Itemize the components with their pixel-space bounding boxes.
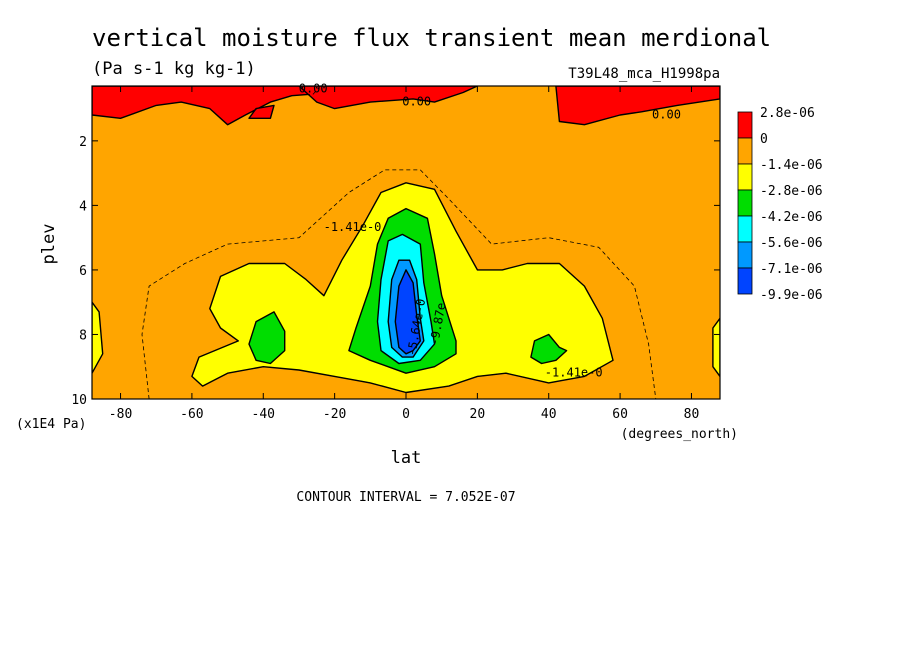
contour-label-0: 0.00 — [299, 82, 328, 96]
colorbar-swatch-6 — [737, 267, 753, 295]
contour-line-11 — [377, 234, 435, 364]
colorbar-label-2: -1.4e-06 — [760, 158, 823, 173]
y-tick-label-3: 8 — [79, 328, 87, 343]
chart-title: vertical moisture flux transient mean me… — [92, 24, 771, 52]
contour-line-1 — [92, 86, 321, 126]
contour-line-8 — [348, 208, 457, 374]
contour-label-2: 0.00 — [652, 107, 681, 121]
colorbar-label-0: 2.8e-06 — [760, 106, 815, 121]
x-tick-label-3: -20 — [323, 407, 346, 422]
colorbar-label-6: -7.1e-06 — [760, 262, 823, 277]
x-tick-label-0: -80 — [109, 407, 132, 422]
colorbar-label-3: -2.8e-06 — [760, 184, 823, 199]
colorbar-label-5: -5.6e-06 — [760, 236, 823, 251]
chart-subtitle: (Pa s-1 kg kg-1) — [92, 59, 256, 79]
y-axis-units: (x1E4 Pa) — [16, 417, 86, 432]
contour-label-3: -1.41e-0 — [324, 220, 382, 234]
colorbar-swatch-4 — [737, 215, 753, 243]
y-tick-label-4: 10 — [71, 393, 87, 408]
x-tick-label-1: -60 — [180, 407, 203, 422]
y-axis: 2 4 6 8 10 — [71, 135, 720, 408]
colorbar-swatch-2 — [737, 163, 753, 191]
contour-label-1: 0.00 — [402, 94, 431, 108]
contour-line-5 — [191, 182, 614, 393]
colorbar-label-7: -9.9e-06 — [760, 288, 823, 303]
y-tick-label-1: 4 — [79, 199, 87, 214]
y-tick-label-2: 6 — [79, 264, 87, 279]
colorbar-swatch-3 — [737, 189, 753, 217]
y-axis-title: plev — [39, 224, 59, 265]
contour-line-13 — [394, 269, 421, 355]
x-tick-label-6: 40 — [541, 407, 557, 422]
x-tick-label-2: -40 — [252, 407, 275, 422]
contour-line-7 — [712, 317, 720, 377]
colorbar-swatch-5 — [737, 241, 753, 269]
contour-line-10 — [530, 334, 568, 364]
colorbar-label-1: 0 — [760, 132, 768, 147]
x-axis: -80 -60 -40 -20 0 20 40 60 80 — [109, 86, 699, 422]
contour-line-6 — [92, 301, 104, 374]
colorbar-label-4: -4.2e-06 — [760, 210, 823, 225]
colorbar-swatch-1 — [737, 137, 753, 165]
x-axis-units: (degrees_north) — [621, 427, 738, 442]
contour-line-3 — [298, 86, 478, 109]
contour-line-4 — [555, 86, 720, 126]
contour-line-12 — [387, 259, 425, 358]
x-axis-title: lat — [391, 448, 422, 468]
contour-line-outer — [141, 169, 657, 399]
contour-fill-layer — [92, 86, 720, 399]
contour-interval-note: CONTOUR INTERVAL = 7.052E-07 — [296, 490, 515, 505]
colorbar-swatch-0 — [737, 111, 753, 139]
contour-line-layer — [92, 86, 720, 399]
y-tick-label-0: 2 — [79, 135, 87, 150]
x-tick-label-4: 0 — [402, 407, 410, 422]
contour-label-6: -1.41e-0 — [545, 365, 603, 379]
x-tick-label-8: 80 — [684, 407, 700, 422]
dataset-label: T39L48_mca_H1998pa — [568, 66, 720, 82]
x-tick-label-5: 20 — [470, 407, 486, 422]
contour-line-2 — [248, 104, 275, 119]
plot-area — [92, 86, 720, 399]
colorbar-legend: 2.8e-06 0 -1.4e-06 -2.8e-06 -4.2e-06 -5.6e-06… — [737, 106, 823, 303]
x-tick-label-7: 60 — [612, 407, 628, 422]
contour-line-9 — [248, 311, 286, 364]
